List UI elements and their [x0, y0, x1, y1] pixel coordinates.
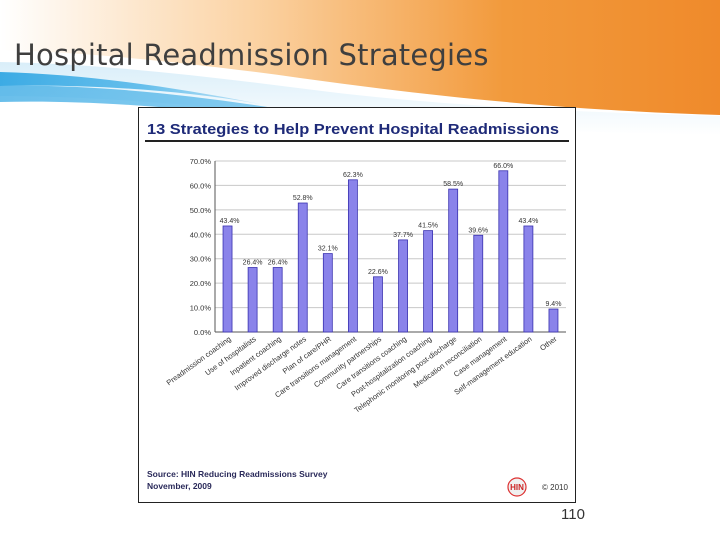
chart-title: 13 Strategies to Help Prevent Hospital R… [147, 121, 559, 138]
bar-value-label: 26.4% [243, 260, 263, 267]
bar [247, 267, 258, 333]
y-tick-label: 40.0% [190, 230, 212, 239]
bar-chart: 13 Strategies to Help Prevent Hospital R… [145, 121, 569, 497]
bar [347, 179, 358, 333]
page-number: 110 [561, 506, 585, 523]
y-tick-label: 0.0% [194, 328, 211, 337]
bar-value-label: 26.4% [268, 260, 288, 267]
bar [473, 234, 484, 333]
bar-value-label: 39.6% [468, 227, 488, 234]
bar-value-label: 43.4% [518, 218, 538, 225]
bar [398, 239, 408, 333]
bar-value-label: 62.3% [343, 172, 363, 179]
bar-value-label: 37.7% [393, 232, 413, 239]
hin-logo-text: HIN [510, 483, 524, 492]
y-tick-label: 60.0% [190, 181, 212, 190]
bar [448, 188, 459, 333]
bar-value-label: 43.4% [220, 218, 240, 225]
bar-value-label: 22.6% [368, 269, 388, 276]
bar [523, 225, 534, 333]
slide-title: Hospital Readmission Strategies [14, 38, 489, 72]
y-tick-label: 70.0% [190, 157, 212, 166]
bar [222, 225, 233, 333]
bar-value-label: 9.4% [545, 301, 561, 308]
bar [423, 230, 434, 333]
source-note: November, 2009 [147, 481, 212, 491]
bar [272, 267, 283, 333]
copyright-note: © 2010 [542, 483, 568, 492]
bar-value-label: 41.5% [418, 223, 438, 230]
bar [498, 170, 509, 333]
bar [548, 308, 559, 333]
chart-figure: 13 Strategies to Help Prevent Hospital R… [138, 107, 576, 503]
hin-logo-icon [507, 477, 527, 497]
y-tick-label: 20.0% [190, 279, 212, 288]
y-tick-label: 50.0% [190, 206, 212, 215]
bar-value-label: 32.1% [318, 246, 338, 253]
x-tick-label: Other [538, 334, 559, 353]
y-tick-label: 30.0% [190, 255, 212, 264]
source-note: Source: HIN Reducing Readmissions Survey [147, 469, 328, 479]
bar-value-label: 52.8% [293, 195, 313, 202]
bar [373, 276, 383, 333]
bar-value-label: 58.5% [443, 181, 463, 188]
y-tick-label: 10.0% [190, 304, 212, 313]
bar [322, 253, 333, 333]
bar-value-label: 66.0% [493, 163, 513, 170]
bar [297, 202, 308, 333]
